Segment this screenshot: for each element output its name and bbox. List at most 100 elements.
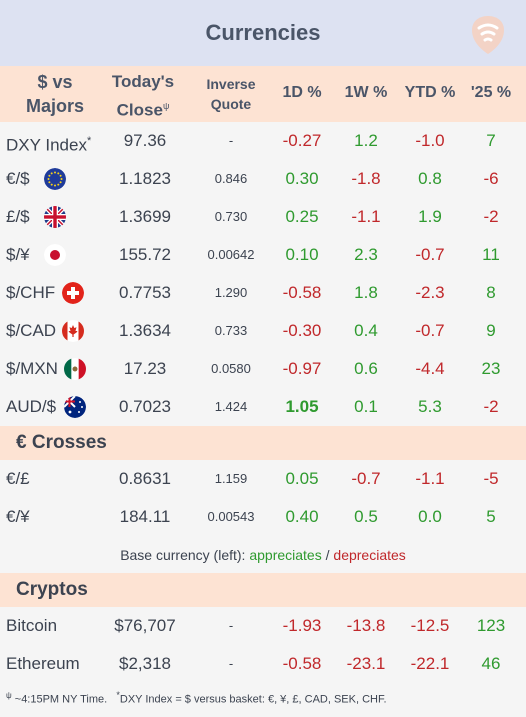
canada-flag-icon bbox=[62, 320, 84, 342]
pair-label: $/CHF bbox=[6, 283, 56, 302]
ytd-value: 5.3 bbox=[418, 397, 442, 416]
ytd-value: -1.1 bbox=[415, 469, 445, 488]
header-ytd: YTD % bbox=[404, 84, 456, 101]
close-value: 155.72 bbox=[119, 245, 171, 264]
close-value: $76,707 bbox=[114, 616, 176, 635]
d1-value: -0.27 bbox=[282, 131, 322, 150]
w1-value: -0.7 bbox=[351, 469, 381, 488]
swiss-flag-icon bbox=[62, 282, 84, 304]
w1-value: 0.5 bbox=[354, 507, 378, 526]
d1-value: -0.58 bbox=[282, 283, 322, 302]
y25-value: 7 bbox=[486, 131, 496, 150]
ytd-value: -12.5 bbox=[410, 616, 450, 635]
pair-label: DXY Index* bbox=[6, 135, 92, 155]
ytd-value: 0.8 bbox=[418, 169, 442, 188]
close-value: 0.7753 bbox=[119, 283, 171, 302]
section-header-crosses: € Crosses bbox=[0, 426, 526, 460]
eu-flag-icon bbox=[44, 168, 66, 190]
d1-value: 0.25 bbox=[285, 207, 319, 226]
d1-value: -0.58 bbox=[282, 654, 322, 673]
w1-value: 2.3 bbox=[354, 245, 378, 264]
header-pair: $ vs Majors bbox=[25, 72, 85, 116]
inverse-value: 1.424 bbox=[214, 399, 248, 414]
y25-value: 5 bbox=[486, 507, 496, 526]
d1-value: -0.97 bbox=[282, 359, 322, 378]
pair-label: AUD/$ bbox=[6, 397, 57, 416]
close-value: 184.11 bbox=[119, 507, 171, 526]
w1-value: -1.1 bbox=[351, 207, 381, 226]
y25-value: -2 bbox=[483, 207, 499, 226]
d1-value: 0.40 bbox=[285, 507, 319, 526]
title-bar: Currencies bbox=[0, 0, 526, 66]
y25-value: 46 bbox=[481, 654, 501, 673]
inverse-value: 0.0580 bbox=[211, 361, 251, 376]
close-value: 1.3634 bbox=[119, 321, 171, 340]
table-row: $/CAD 1.3634 0.733 -0.30 0.4 -0.7 9 bbox=[0, 312, 526, 350]
table-row: €/£ 0.8631 1.159 0.05 -0.7 -1.1 -5 bbox=[0, 460, 526, 498]
pair-label: €/£ bbox=[6, 469, 30, 488]
pair-label: $/CAD bbox=[6, 321, 57, 340]
w1-value: 1.8 bbox=[354, 283, 378, 302]
d1-value: -0.30 bbox=[282, 321, 322, 340]
ytd-value: -22.1 bbox=[410, 654, 450, 673]
d1-value: 0.05 bbox=[285, 469, 319, 488]
close-value: 0.8631 bbox=[119, 469, 171, 488]
table-row: €/¥ 184.11 0.00543 0.40 0.5 0.0 5 bbox=[0, 498, 526, 536]
d1-value: 1.05 bbox=[285, 397, 319, 416]
close-value: 0.7023 bbox=[119, 397, 171, 416]
asset-label: Ethereum bbox=[6, 654, 80, 673]
y25-value: 23 bbox=[481, 359, 501, 378]
pair-label: €/¥ bbox=[6, 507, 30, 526]
ytd-value: 0.0 bbox=[418, 507, 442, 526]
y25-value: -2 bbox=[483, 397, 499, 416]
inverse-value: - bbox=[228, 656, 234, 671]
pair-label: €/$ bbox=[6, 169, 30, 188]
table-header: $ vs Majors Today's Closeψ Inverse Quote… bbox=[0, 66, 526, 122]
legend-down: depreciates bbox=[333, 547, 406, 563]
y25-value: 8 bbox=[486, 283, 496, 302]
y25-value: 11 bbox=[482, 245, 500, 264]
table-row: DXY Index* 97.36 - -0.27 1.2 -1.0 7 bbox=[0, 122, 526, 160]
color-legend: Base currency (left): appreciates / depr… bbox=[120, 547, 406, 563]
legend-up: appreciates bbox=[249, 547, 322, 563]
inverse-value: 0.730 bbox=[214, 209, 248, 224]
w1-value: -1.8 bbox=[351, 169, 381, 188]
table-row: $/CHF 0.7753 1.290 -0.58 1.8 -2.3 8 bbox=[0, 274, 526, 312]
pair-label: £/$ bbox=[6, 207, 30, 226]
table-row: AUD/$ 0.7023 1.424 1.05 0.1 5.3 -2 bbox=[0, 388, 526, 426]
y25-value: 123 bbox=[476, 616, 506, 635]
inverse-value: - bbox=[228, 133, 234, 148]
w1-value: 0.6 bbox=[354, 359, 378, 378]
w1-value: -23.1 bbox=[346, 654, 386, 673]
d1-value: -1.93 bbox=[282, 616, 322, 635]
w1-value: 1.2 bbox=[354, 131, 378, 150]
table-row: $/¥ 155.72 0.00642 0.10 2.3 -0.7 11 bbox=[0, 236, 526, 274]
pair-label: $/MXN bbox=[6, 359, 58, 378]
w1-value: 0.4 bbox=[354, 321, 378, 340]
y25-value: -6 bbox=[483, 169, 499, 188]
inverse-value: 0.733 bbox=[214, 323, 248, 338]
w1-value: -13.8 bbox=[346, 616, 386, 635]
ytd-value: -2.3 bbox=[415, 283, 445, 302]
section-header-cryptos: Cryptos bbox=[0, 573, 526, 607]
page-title: Currencies bbox=[205, 20, 321, 45]
inverse-value: 0.846 bbox=[214, 171, 248, 186]
japan-flag-icon bbox=[44, 244, 66, 266]
australia-flag-icon bbox=[64, 396, 86, 418]
d1-value: 0.30 bbox=[285, 169, 319, 188]
close-value: $2,318 bbox=[119, 654, 171, 673]
mexico-flag-icon bbox=[64, 358, 86, 380]
y25-value: -5 bbox=[483, 469, 499, 488]
close-value: 1.1823 bbox=[119, 169, 171, 188]
header-2025: '25 % bbox=[470, 84, 512, 101]
header-close: Today's Closeψ bbox=[111, 72, 175, 120]
d1-value: 0.10 bbox=[285, 245, 319, 264]
inverse-value: 0.00543 bbox=[207, 509, 255, 524]
inverse-value: 1.290 bbox=[214, 285, 248, 300]
ytd-value: -1.0 bbox=[415, 131, 445, 150]
w1-value: 0.1 bbox=[354, 397, 378, 416]
ytd-value: 1.9 bbox=[418, 207, 442, 226]
inverse-value: 0.00642 bbox=[207, 247, 255, 262]
y25-value: 9 bbox=[486, 321, 496, 340]
ytd-value: -4.4 bbox=[415, 359, 445, 378]
